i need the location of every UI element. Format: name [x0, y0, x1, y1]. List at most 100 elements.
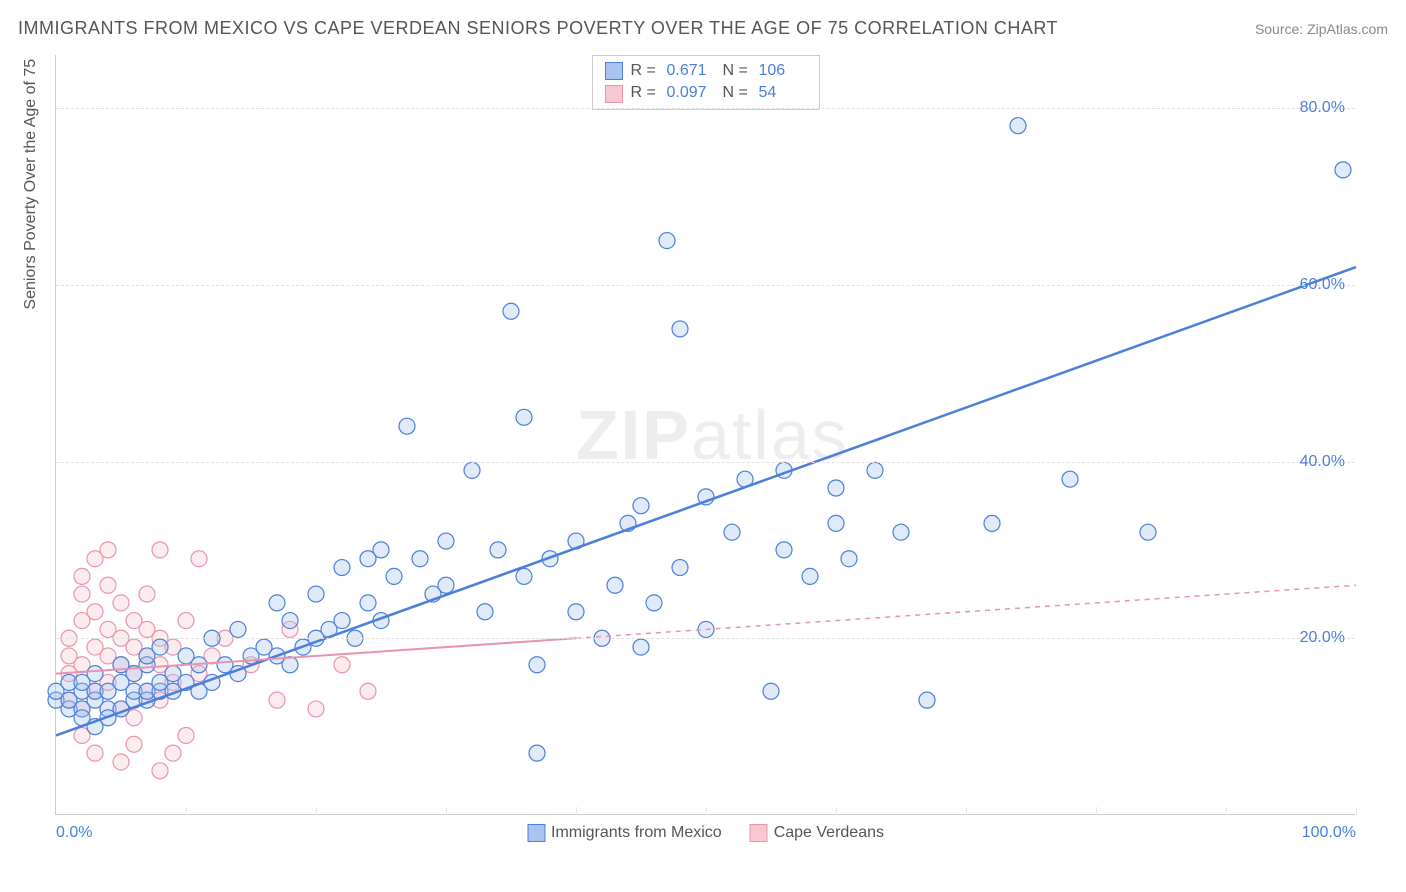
grid-line-v — [1356, 807, 1357, 815]
data-point — [334, 657, 350, 673]
data-point — [724, 524, 740, 540]
data-point — [334, 613, 350, 629]
data-point — [412, 551, 428, 567]
data-point — [308, 701, 324, 717]
data-point — [152, 639, 168, 655]
x-tick-label: 0.0% — [56, 824, 92, 842]
data-point — [74, 586, 90, 602]
legend-item: Immigrants from Mexico — [527, 824, 722, 842]
data-point — [529, 745, 545, 761]
data-point — [152, 763, 168, 779]
stat-n-value: 106 — [759, 60, 807, 82]
grid-line-v — [446, 807, 447, 815]
y-tick-label: 40.0% — [1300, 453, 1345, 471]
data-point — [191, 551, 207, 567]
data-point — [763, 683, 779, 699]
data-point — [464, 462, 480, 478]
data-point — [477, 604, 493, 620]
data-point — [607, 577, 623, 593]
regression-line-extrapolated — [576, 585, 1356, 638]
stat-n-label: N = — [723, 60, 751, 82]
data-point — [633, 639, 649, 655]
data-point — [178, 613, 194, 629]
data-point — [100, 577, 116, 593]
stats-row: R = 0.671 N = 106 — [605, 60, 807, 82]
data-point — [269, 595, 285, 611]
data-point — [490, 542, 506, 558]
data-point — [568, 604, 584, 620]
data-point — [516, 568, 532, 584]
data-point — [529, 657, 545, 673]
data-point — [308, 586, 324, 602]
stat-r-label: R = — [631, 82, 659, 104]
data-point — [919, 692, 935, 708]
legend-swatch — [605, 62, 623, 80]
data-point — [178, 727, 194, 743]
data-point — [87, 666, 103, 682]
data-point — [152, 542, 168, 558]
y-tick-label: 60.0% — [1300, 276, 1345, 294]
legend-swatch — [750, 824, 768, 842]
data-point — [334, 560, 350, 576]
stat-r-value: 0.671 — [667, 60, 715, 82]
chart-source: Source: ZipAtlas.com — [1255, 21, 1388, 37]
grid-line-h — [56, 108, 1355, 109]
legend-swatch — [605, 85, 623, 103]
x-tick-label: 100.0% — [1302, 824, 1356, 842]
data-point — [802, 568, 818, 584]
data-point — [282, 657, 298, 673]
stat-n-value: 54 — [759, 82, 807, 104]
data-point — [74, 568, 90, 584]
y-tick-label: 20.0% — [1300, 629, 1345, 647]
plot-area: ZIPatlas R =0.671N =106R =0.097N =54 Imm… — [55, 55, 1355, 815]
data-point — [1062, 471, 1078, 487]
grid-line-v — [316, 807, 317, 815]
grid-line-v — [706, 807, 707, 815]
data-point — [269, 692, 285, 708]
y-axis-label: Seniors Poverty Over the Age of 75 — [22, 59, 40, 310]
legend-label: Cape Verdeans — [774, 824, 884, 842]
data-point — [282, 613, 298, 629]
chart-svg — [56, 55, 1355, 814]
bottom-legend: Immigrants from Mexico Cape Verdeans — [527, 824, 884, 842]
data-point — [828, 515, 844, 531]
stats-legend: R = 0.671 N = 106 R = 0.097 N = 54 — [592, 55, 820, 110]
data-point — [646, 595, 662, 611]
data-point — [633, 498, 649, 514]
data-point — [672, 321, 688, 337]
grid-line-v — [836, 807, 837, 815]
data-point — [1335, 162, 1351, 178]
grid-line-h — [56, 462, 1355, 463]
stat-r-value: 0.097 — [667, 82, 715, 104]
grid-line-v — [1226, 807, 1227, 815]
data-point — [1010, 118, 1026, 134]
data-point — [113, 754, 129, 770]
data-point — [373, 542, 389, 558]
stat-n-label: N = — [723, 82, 751, 104]
grid-line-h — [56, 285, 1355, 286]
data-point — [841, 551, 857, 567]
y-tick-label: 80.0% — [1300, 99, 1345, 117]
chart-title: IMMIGRANTS FROM MEXICO VS CAPE VERDEAN S… — [18, 18, 1058, 39]
data-point — [113, 595, 129, 611]
grid-line-v — [966, 807, 967, 815]
chart-header: IMMIGRANTS FROM MEXICO VS CAPE VERDEAN S… — [18, 18, 1388, 39]
data-point — [360, 683, 376, 699]
data-point — [828, 480, 844, 496]
legend-label: Immigrants from Mexico — [551, 824, 722, 842]
grid-line-v — [1096, 807, 1097, 815]
data-point — [386, 568, 402, 584]
grid-line-v — [576, 807, 577, 815]
stat-r-label: R = — [631, 60, 659, 82]
data-point — [438, 533, 454, 549]
data-point — [516, 409, 532, 425]
data-point — [867, 462, 883, 478]
data-point — [100, 542, 116, 558]
data-point — [87, 604, 103, 620]
grid-line-v — [186, 807, 187, 815]
data-point — [503, 303, 519, 319]
data-point — [399, 418, 415, 434]
data-point — [1140, 524, 1156, 540]
data-point — [672, 560, 688, 576]
data-point — [438, 577, 454, 593]
